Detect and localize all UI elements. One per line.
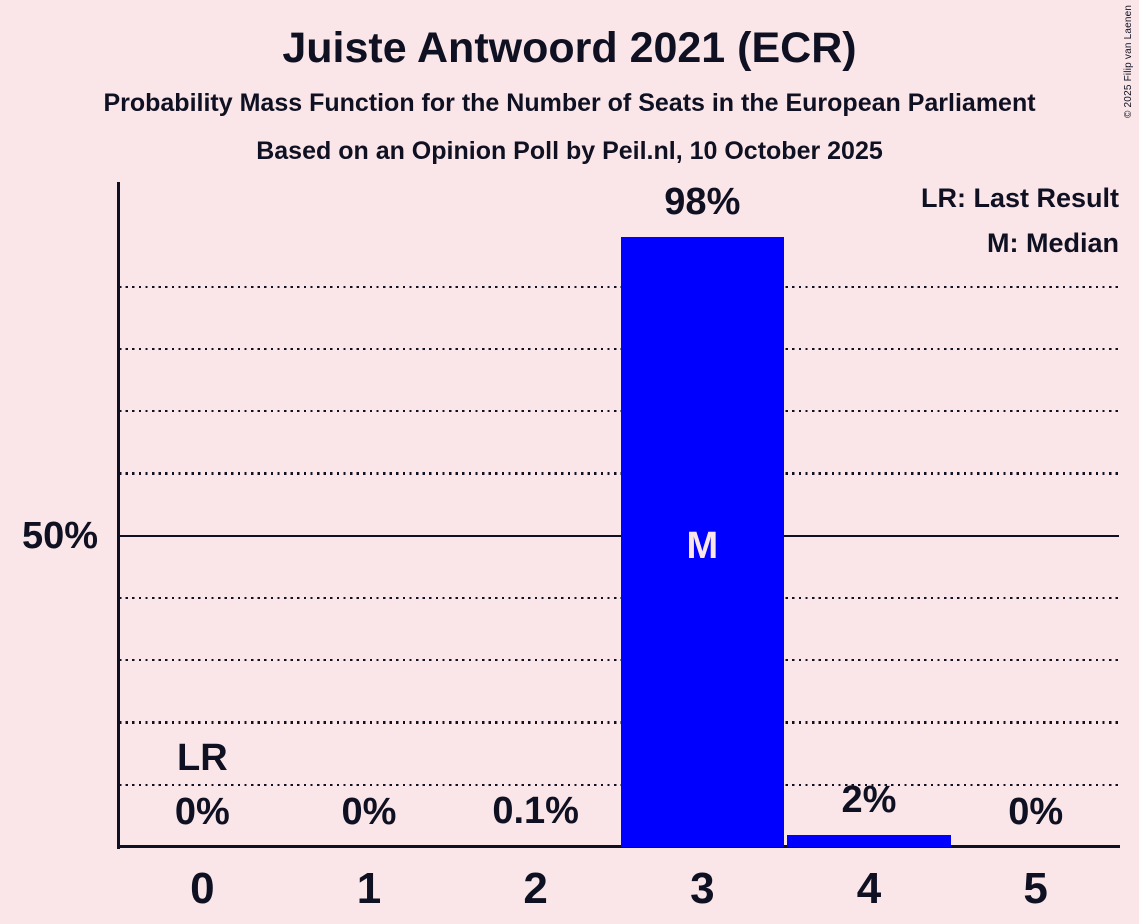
x-tick-seats-5: 5 [1023,864,1048,913]
gridline-80-percent [119,347,1119,351]
value-label-seats-2: 0.1% [492,790,579,833]
value-label-seats-3: 98% [664,180,741,223]
gridline-20-percent [119,721,1119,724]
bar-seats-3 [620,236,785,847]
value-label-seats-4: 2% [841,778,897,821]
x-tick-seats-2: 2 [523,864,548,913]
chart-title: Juiste Antwoord 2021 (ECR) [282,24,857,72]
x-tick-seats-3: 3 [690,864,715,913]
gridline-50-percent [119,534,1119,538]
value-label-seats-1: 0% [341,791,397,833]
chart-subtitle: Probability Mass Function for the Number… [103,89,1036,117]
x-tick-seats-0: 0 [190,864,215,913]
legend-median: M: Median [987,228,1119,258]
x-axis [117,845,1120,848]
gridline-30-percent [119,659,1119,662]
gridline-60-percent [119,472,1119,475]
copyright-notice: © 2025 Filip van Laenen [1123,4,1134,118]
y-axis-50-percent-label: 50% [21,515,98,557]
x-tick-seats-1: 1 [356,864,382,913]
median-marker: M [686,525,719,567]
last-result-marker: LR [177,737,228,779]
gridline-70-percent [119,410,1119,413]
gridline-40-percent [119,596,1119,600]
gridline-90-percent [119,285,1119,288]
x-tick-seats-4: 4 [856,864,882,913]
value-label-seats-0: 0% [174,791,230,833]
value-label-seats-5: 0% [1008,791,1064,833]
chart-source-line: Based on an Opinion Poll by Peil.nl, 10 … [256,137,883,165]
legend-last-result: LR: Last Result [920,183,1119,213]
y-axis [117,182,120,849]
bar-seats-4 [787,834,951,847]
gridline-10-percent [119,783,1119,786]
